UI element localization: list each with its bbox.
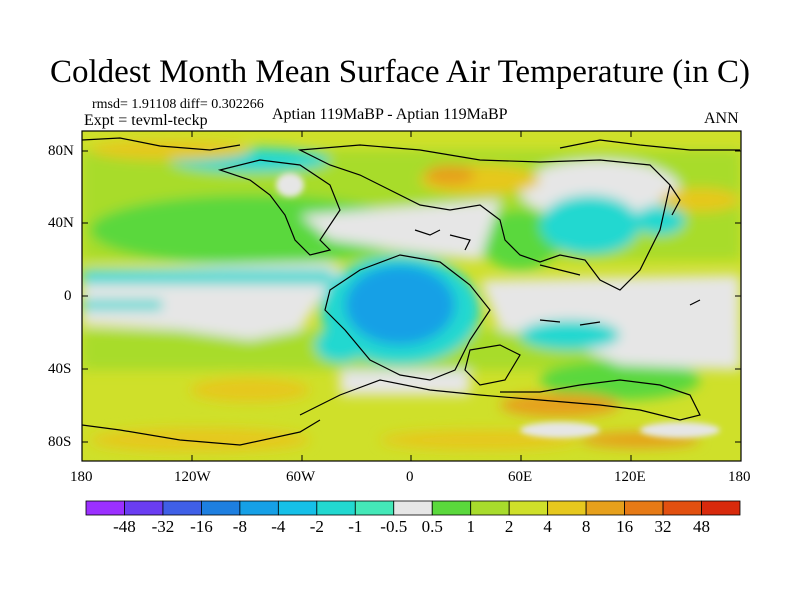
- lon-label-60w: 60W: [286, 469, 316, 485]
- lon-label-60e: 60E: [508, 469, 533, 485]
- lat-label-80s: 80S: [48, 434, 72, 450]
- period-label: ANN: [704, 110, 739, 127]
- lat-label-0: 0: [64, 288, 72, 304]
- colorbar-swatch: [316, 500, 356, 516]
- colorbar-label: -8: [232, 517, 247, 536]
- colorbar-swatch: [124, 500, 164, 516]
- colorbar-swatch: [547, 500, 587, 516]
- colorbar-label: 1: [466, 517, 475, 536]
- map-ticks: [82, 131, 741, 461]
- colorbar-swatch: [85, 500, 125, 516]
- colorbar-label: -0.5: [380, 517, 408, 536]
- lat-label-40s: 40S: [48, 361, 72, 377]
- map-title: Coldest Month Mean Surface Air Temperatu…: [50, 54, 750, 90]
- anomaly-field: [82, 131, 741, 461]
- colorbar-label: -32: [151, 517, 175, 536]
- colorbar-swatch: [354, 500, 395, 516]
- colorbar: [85, 500, 741, 516]
- colorbar-label: -48: [113, 517, 136, 536]
- expt-label: Expt = tevml-teckp: [84, 112, 208, 129]
- colorbar-label: 8: [581, 517, 591, 536]
- lat-label-80n: 80N: [48, 143, 74, 159]
- colorbar-label: 48: [693, 517, 711, 536]
- lat-label-40n: 40N: [48, 215, 74, 231]
- colorbar-swatch: [662, 500, 702, 516]
- colorbar-swatch: [239, 500, 279, 516]
- colorbar-label: 32: [654, 517, 672, 536]
- colorbar-label: 0.5: [421, 517, 443, 536]
- colorbar-label: -16: [190, 517, 213, 536]
- colorbar-swatch: [508, 500, 549, 516]
- colorbar-swatch: [277, 500, 318, 516]
- colorbar-swatch: [162, 500, 202, 516]
- colorbar-swatch: [624, 500, 664, 516]
- colorbar-label: -2: [309, 517, 324, 536]
- lon-label-180w: 180: [70, 469, 93, 485]
- colorbar-label: 4: [543, 517, 552, 536]
- colorbar-swatch: [201, 500, 241, 516]
- colorbar-swatch: [701, 500, 741, 516]
- colorbar-swatch: [470, 500, 510, 516]
- colorbar-label: 16: [616, 517, 634, 536]
- lon-label-120e: 120E: [614, 469, 646, 485]
- colorbar-label: -4: [271, 517, 286, 536]
- colorbar-swatch: [585, 500, 625, 516]
- lon-label-180e: 180: [728, 469, 751, 485]
- colorbar-swatch: [393, 500, 433, 516]
- lon-label-0: 0: [406, 469, 414, 485]
- stats-label: rmsd= 1.91108 diff= 0.302266: [92, 97, 264, 112]
- comparison-label: Aptian 119MaBP - Aptian 119MaBP: [272, 106, 508, 123]
- lon-label-120w: 120W: [174, 469, 211, 485]
- colorbar-label: 2: [504, 517, 514, 536]
- colorbar-label: -1: [348, 517, 363, 536]
- colorbar-swatch: [431, 500, 472, 516]
- coastlines: [82, 137, 740, 446]
